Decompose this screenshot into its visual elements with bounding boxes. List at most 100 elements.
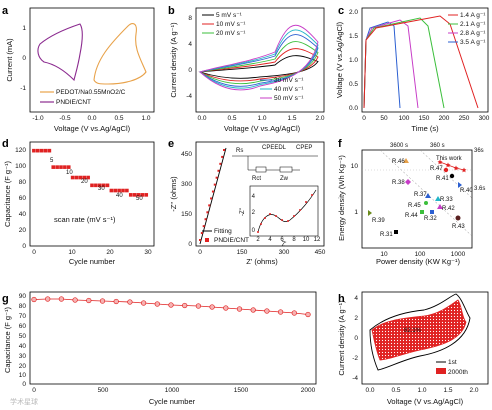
- rate-point: [78, 175, 83, 180]
- iso-time-line-1: [379, 149, 473, 237]
- stability-point: [305, 311, 311, 318]
- rate-point: [125, 188, 129, 193]
- rate-point: [101, 183, 106, 188]
- inset-point: [311, 194, 313, 196]
- marker-r47: [443, 167, 449, 173]
- rate-point: [55, 165, 59, 169]
- svg-text:150: 150: [419, 115, 430, 122]
- stability-point: [209, 304, 215, 310]
- panel-g-label: g: [2, 293, 9, 305]
- panel-d-xlabel: Cycle number: [69, 257, 116, 266]
- eis-point: [200, 232, 203, 235]
- panel-c-xticks: 0 50 100 150 200 250 300: [362, 115, 490, 122]
- legend-c-2.1: 2.1 A g⁻¹: [460, 21, 486, 28]
- stability-point: [264, 308, 270, 314]
- rate-point: [90, 183, 94, 188]
- fitting-line: [199, 147, 227, 245]
- svg-text:30: 30: [98, 186, 105, 192]
- rate-point: [74, 175, 79, 180]
- svg-text:1.5: 1.5: [443, 387, 452, 394]
- eis-point: [217, 169, 220, 172]
- panel-g-xlabel: Cycle number: [149, 397, 196, 406]
- stability-point: [72, 297, 78, 303]
- panel-a-ylabel: Current (mA): [5, 38, 14, 82]
- svg-text:40: 40: [19, 343, 27, 350]
- svg-text:0.0: 0.0: [87, 115, 96, 122]
- legend-e-swatch-data: [205, 238, 209, 242]
- panel-d: d 5 10 20 30 40 50 scan rate (mV s⁻¹) 0 …: [2, 138, 155, 266]
- rate-point: [144, 193, 149, 197]
- svg-text:R.32: R.32: [424, 216, 437, 222]
- panel-h: h 82.1% 1st 2000th 0.0 0.5 1.0 1.5 2.0 4…: [337, 291, 489, 406]
- eis-point: [221, 155, 224, 158]
- panel-a-xticks: -1.0 -0.5 0.0 0.5 1.0: [32, 115, 150, 122]
- legend-b-10: 10 mV s⁻¹: [216, 21, 246, 28]
- svg-text:10: 10: [66, 170, 73, 176]
- panel-g-series: [31, 296, 311, 318]
- svg-text:-4: -4: [352, 375, 358, 382]
- inset-point: [257, 231, 259, 233]
- rate-point: [113, 188, 118, 193]
- panel-g-yticks: 90 80 70 60 50 40 30 20 10 0: [19, 293, 27, 388]
- time-360s: 360 s: [430, 143, 445, 149]
- this-work-series: [437, 159, 467, 173]
- svg-text:0: 0: [188, 67, 192, 74]
- panel-h-xticks: 0.0 0.5 1.0 1.5 2.0: [365, 387, 478, 394]
- stability-point: [168, 302, 174, 308]
- cv-2000th: [371, 299, 467, 361]
- panel-g-xticks: 0 500 1000 1500 2000: [32, 387, 315, 394]
- svg-text:40: 40: [19, 211, 27, 218]
- svg-text:2000: 2000: [301, 387, 316, 394]
- stability-point: [250, 307, 256, 313]
- svg-text:R.42: R.42: [442, 206, 455, 212]
- svg-text:80: 80: [19, 179, 27, 186]
- svg-text:20: 20: [19, 363, 27, 370]
- this-work-line: [439, 161, 465, 171]
- marker-r42: [437, 204, 443, 209]
- svg-text:1.0: 1.0: [141, 115, 150, 122]
- panel-b-cv-curves: [198, 24, 319, 91]
- rate-point: [32, 148, 36, 153]
- svg-text:60: 60: [19, 195, 27, 202]
- svg-text:10: 10: [351, 163, 359, 170]
- svg-text:R.39: R.39: [372, 218, 385, 224]
- panel-e-inset: -Z'' Z' 2 4 6 8 10 12 4 2 0: [240, 185, 321, 248]
- svg-text:-2: -2: [352, 355, 358, 362]
- rate-point: [51, 165, 56, 169]
- svg-text:450: 450: [315, 249, 326, 256]
- panel-b-frame: [195, 7, 325, 113]
- svg-text:R.44: R.44: [405, 213, 418, 219]
- svg-text:1000: 1000: [451, 251, 466, 258]
- legend-b-40: 40 mV s⁻¹: [274, 86, 304, 93]
- svg-text:40: 40: [116, 193, 123, 199]
- svg-text:4: 4: [252, 194, 256, 200]
- eis-point: [213, 183, 216, 186]
- svg-text:0: 0: [362, 115, 366, 122]
- panel-c-label: c: [338, 5, 344, 17]
- svg-text:2.0: 2.0: [349, 9, 358, 16]
- marker-r38: [405, 179, 411, 185]
- svg-text:5: 5: [50, 158, 54, 164]
- svg-text:200: 200: [439, 115, 450, 122]
- inset-ylabel: -Z'': [240, 208, 246, 216]
- svg-text:-1: -1: [20, 85, 26, 92]
- legend-b-20: 20 mV s⁻¹: [216, 30, 246, 37]
- svg-text:20: 20: [81, 179, 88, 185]
- panel-f-label: f: [338, 138, 342, 150]
- svg-text:R.31: R.31: [380, 232, 393, 238]
- cv-loop-2: [198, 41, 319, 85]
- equivalent-circuit: Rs CPEEDL CPEP Rct Zw: [232, 145, 318, 182]
- svg-text:90: 90: [19, 293, 27, 300]
- literature-points: R.46 R.47 R.41 R.40 R.38 R.37 R.33 R.45 …: [368, 158, 473, 238]
- svg-text:300: 300: [181, 181, 192, 188]
- panel-f-ylabel: Energy density (Wh Kg⁻¹): [337, 155, 346, 241]
- marker-r43: [455, 215, 461, 221]
- eis-point: [215, 176, 218, 179]
- svg-text:0.5: 0.5: [114, 115, 123, 122]
- svg-text:1: 1: [354, 209, 358, 216]
- svg-text:10: 10: [380, 251, 388, 258]
- legend-h-1st: 1st: [448, 359, 457, 366]
- panel-b-yticks: 8 4 0 -4: [186, 15, 192, 100]
- panel-d-frame: [29, 141, 155, 247]
